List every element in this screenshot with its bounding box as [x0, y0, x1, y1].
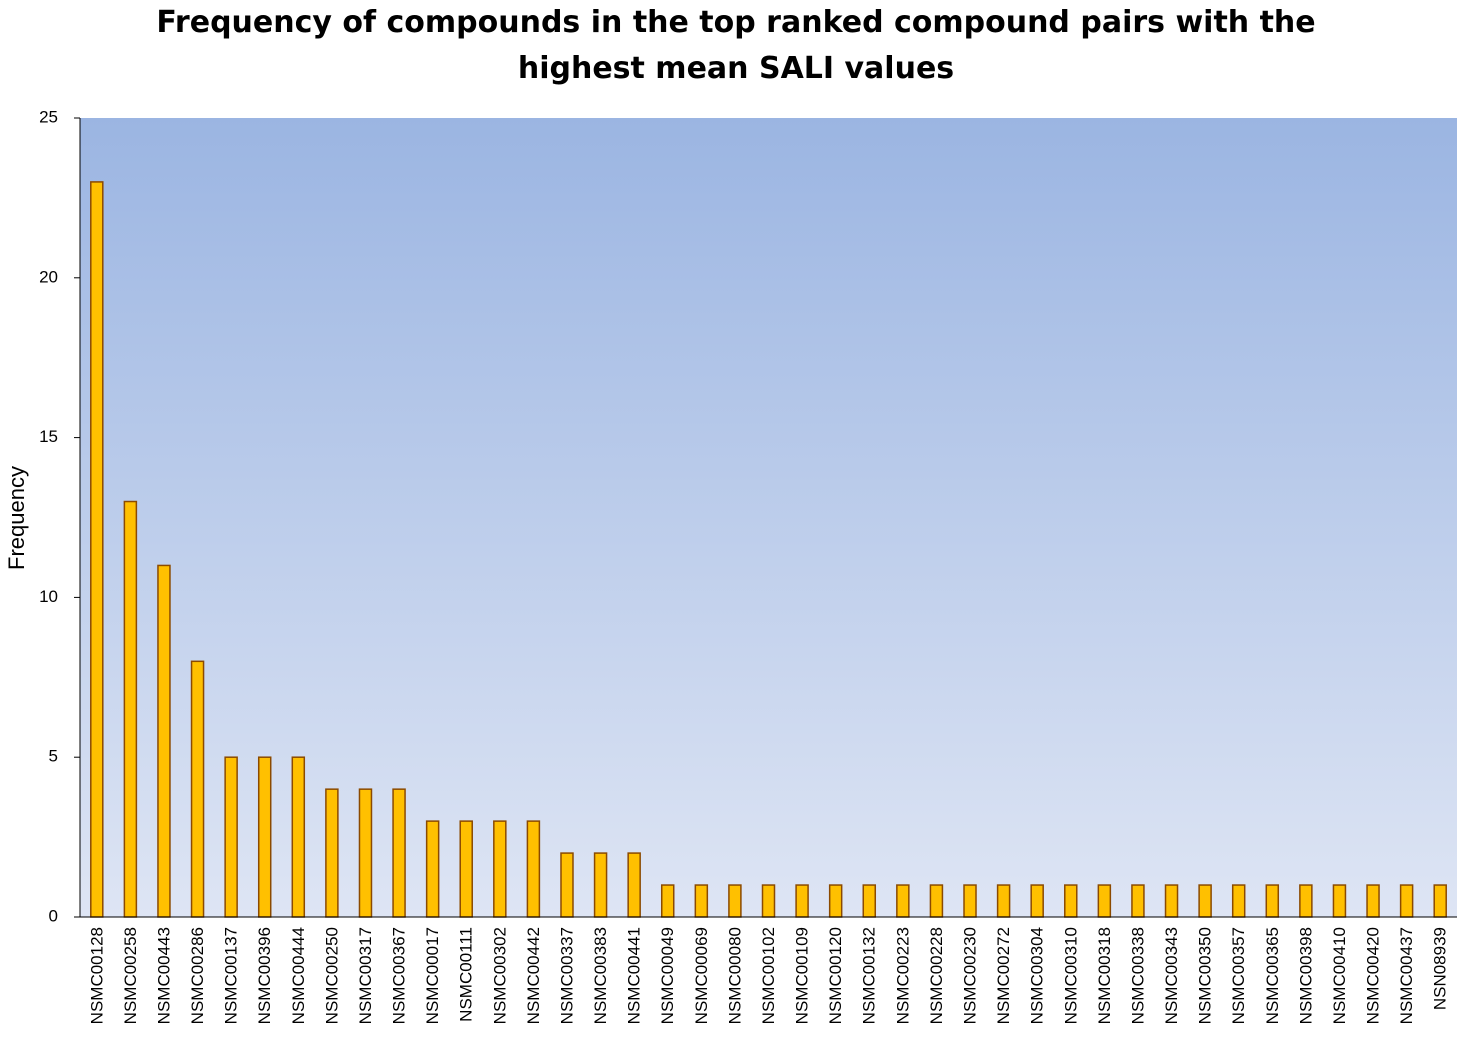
bar-NSMC00357: [1231, 884, 1246, 918]
y-tick-label: 0: [49, 906, 58, 925]
bar-NSMC00437: [1399, 884, 1414, 918]
chart-title-line-2: highest mean SALI values: [517, 51, 955, 86]
bar-NSMC00318: [1097, 884, 1112, 918]
bar-NSMC00132: [862, 884, 877, 918]
bar-NSN08939: [1433, 884, 1447, 918]
bar-NSMC00230: [963, 884, 977, 918]
bar-NSMC00080: [728, 884, 742, 918]
x-tick-label: NSMC00230: [960, 927, 979, 1024]
x-tick-label: NSMC00444: [289, 927, 308, 1024]
bar-NSMC00228: [929, 884, 944, 918]
x-tick-label: NSMC00080: [725, 927, 744, 1024]
x-tick-label: NSMC00350: [1196, 927, 1215, 1024]
x-tick-label: NSMC00343: [1162, 927, 1181, 1024]
x-tick-label: NSMC00304: [1028, 927, 1047, 1024]
x-tick-label: NSMC00437: [1397, 927, 1416, 1024]
y-tick-label: 15: [39, 427, 58, 446]
x-tick-label: NSMC00258: [121, 927, 140, 1024]
x-tick-label: NSMC00396: [255, 927, 274, 1024]
x-tick-label: NSMC00120: [826, 927, 845, 1024]
bar-NSMC00304: [1030, 884, 1044, 918]
bar-NSMC00350: [1198, 884, 1212, 918]
bar-NSMC00443: [157, 564, 171, 918]
bar-NSMC00441: [627, 852, 641, 918]
x-tick-label: NSMC00337: [557, 927, 576, 1024]
x-tick-label: NSMC00365: [1263, 927, 1282, 1024]
y-tick-label: 25: [39, 107, 58, 126]
x-tick-label: NSMC00128: [87, 927, 106, 1024]
x-tick-label: NSMC00442: [524, 927, 543, 1024]
x-tick-label: NSMC00338: [1128, 927, 1147, 1024]
x-tick-label: NSMC00111: [457, 927, 476, 1022]
bar-NSMC00102: [761, 884, 776, 918]
x-tick-label: NSMC00367: [390, 927, 409, 1024]
bar-NSMC00365: [1265, 884, 1280, 918]
x-tick-label: NSMC00318: [1095, 927, 1114, 1024]
x-tick-label: NSMC00310: [1061, 927, 1080, 1024]
axes-group: [74, 117, 1457, 918]
bar-NSMC00069: [694, 884, 709, 918]
x-tick-label: NSMC00272: [994, 927, 1013, 1024]
bar-NSMC00410: [1332, 884, 1347, 918]
bar-NSMC00302: [493, 820, 507, 918]
x-tick-label: NSMC00286: [188, 927, 207, 1024]
x-tick-label: NSMC00102: [759, 927, 778, 1024]
x-tick-label: NSMC00302: [490, 927, 509, 1024]
bar-NSMC00128: [90, 181, 104, 918]
bar-NSMC00317: [358, 788, 373, 918]
x-tick-label: NSMC00383: [591, 927, 610, 1024]
x-tick-label: NSN08939: [1431, 927, 1450, 1010]
x-tick-label: NSMC00410: [1330, 927, 1349, 1024]
x-tick-label: NSMC00317: [356, 927, 375, 1024]
y-ticks-group: 0 5 10 15 20 25: [39, 107, 58, 925]
bar-NSMC00017: [425, 820, 440, 918]
x-tick-label: NSMC00398: [1296, 927, 1315, 1024]
bar-NSMC00338: [1131, 884, 1145, 918]
x-tick-label: NSMC00420: [1364, 927, 1383, 1024]
chart-title-line-1: Frequency of compounds in the top ranked…: [156, 5, 1316, 40]
x-tick-label: NSMC00443: [154, 927, 173, 1024]
bar-NSMC00250: [325, 788, 339, 918]
bar-NSMC00420: [1366, 884, 1380, 918]
bar-NSMC00120: [828, 884, 843, 918]
bar-NSMC00343: [1164, 884, 1179, 918]
bar-NSMC00286: [190, 660, 205, 918]
bar-NSMC00109: [795, 884, 809, 918]
bar-NSMC00272: [996, 884, 1011, 918]
x-tick-label: NSMC00109: [793, 927, 812, 1024]
y-axis-label: Frequency: [4, 466, 29, 570]
x-tick-label: NSMC00132: [860, 927, 879, 1024]
y-tick-label: 5: [49, 747, 58, 766]
x-tick-label: NSMC00017: [423, 927, 442, 1024]
plot-area: [80, 118, 1457, 917]
bar-NSMC00444: [291, 756, 306, 918]
y-tick-label: 10: [39, 587, 58, 606]
bar-NSMC00398: [1299, 884, 1313, 918]
x-tick-label: NSMC00069: [692, 927, 711, 1024]
x-tick-label: NSMC00049: [658, 927, 677, 1024]
bar-NSMC00442: [526, 820, 541, 918]
x-labels-group: NSMC00128 NSMC00258 NSMC00443 NSMC00286 NSMC…: [87, 927, 1449, 1024]
x-tick-label: NSMC00228: [927, 927, 946, 1024]
bar-NSMC00111: [459, 820, 473, 918]
bar-NSMC00396: [257, 756, 272, 918]
x-tick-label: NSMC00441: [625, 927, 644, 1024]
y-tick-label: 20: [39, 267, 58, 286]
x-tick-label: NSMC00250: [322, 927, 341, 1024]
bars-group: [90, 181, 1447, 918]
bar-NSMC00383: [593, 852, 608, 918]
bar-NSMC00367: [392, 788, 406, 918]
bar-NSMC00137: [224, 756, 238, 918]
bar-NSMC00337: [560, 852, 574, 918]
x-tick-label: NSMC00137: [222, 927, 241, 1024]
bar-NSMC00223: [896, 884, 910, 918]
chart-title: Frequency of compounds in the top ranked…: [0, 0, 1472, 92]
x-tick-label: NSMC00357: [1229, 927, 1248, 1024]
x-tick-label: NSMC00223: [893, 927, 912, 1024]
bar-NSMC00049: [660, 884, 675, 918]
bar-NSMC00258: [123, 500, 138, 918]
bar-NSMC00310: [1064, 884, 1078, 918]
